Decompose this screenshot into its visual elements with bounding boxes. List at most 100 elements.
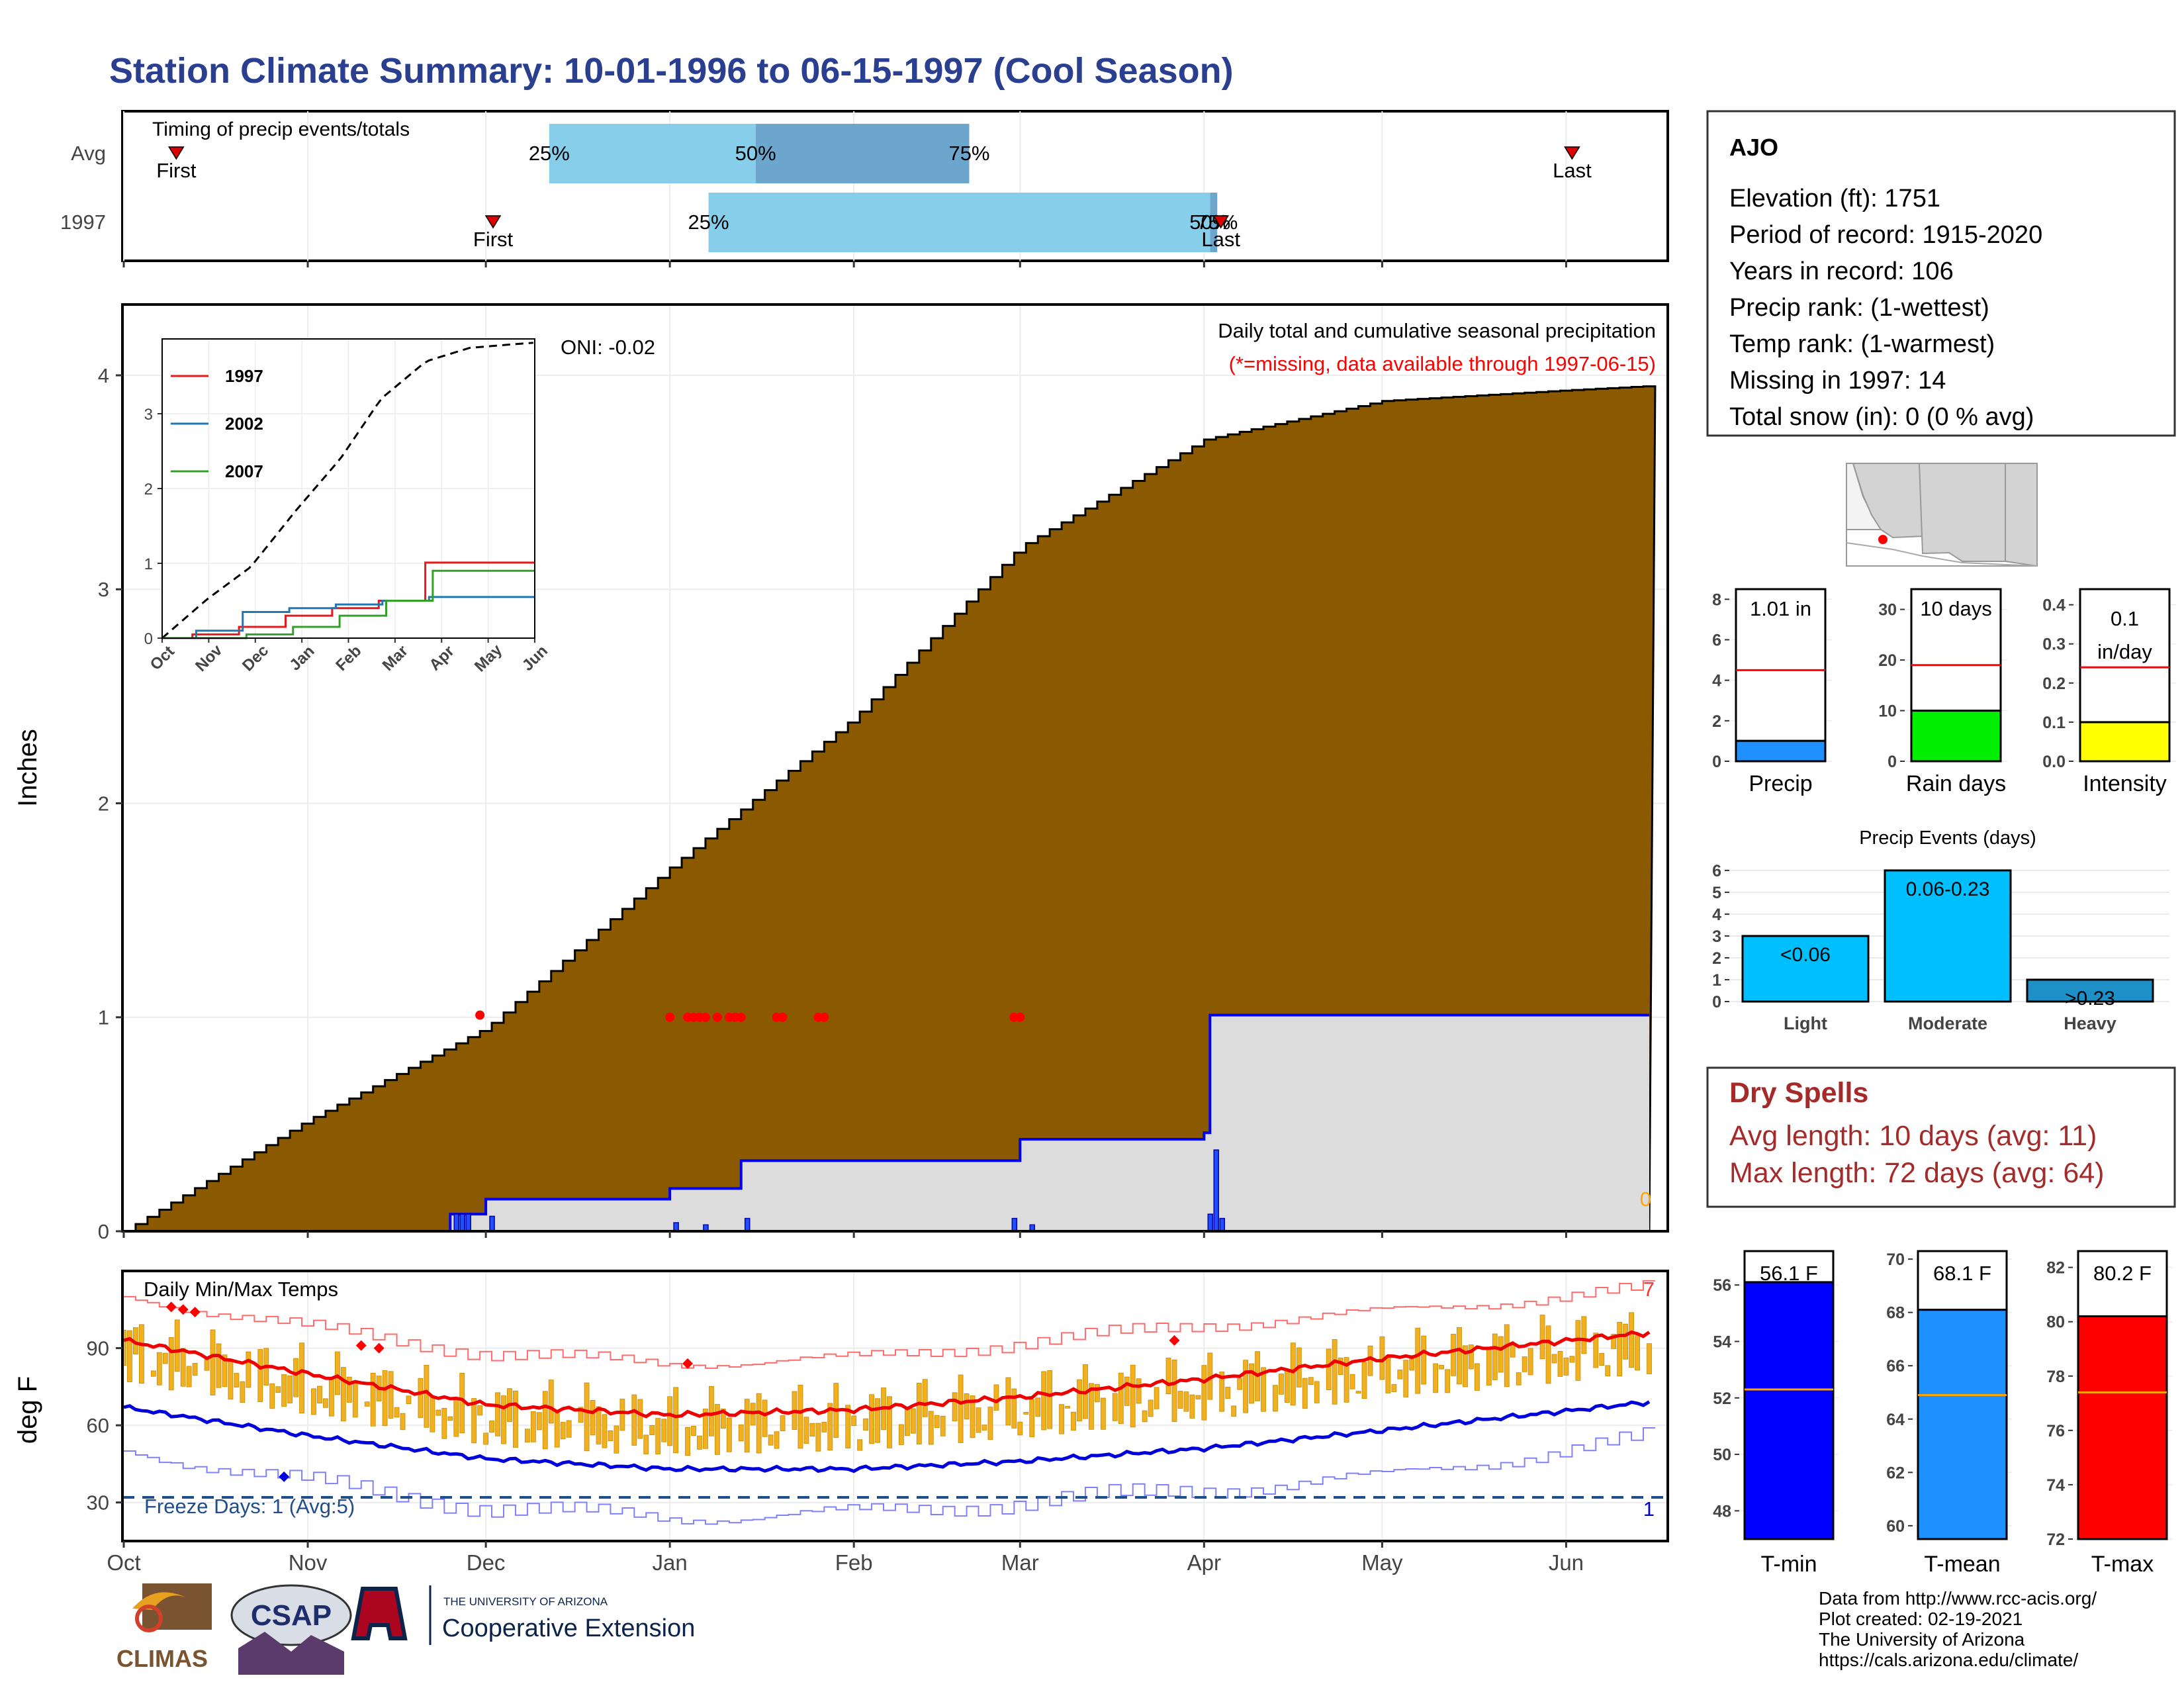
mini-bar-outline (1910, 588, 2002, 712)
footer-line: The University of Arizona (1819, 1629, 2025, 1650)
daily-temp-bar (697, 1435, 702, 1450)
month-tick-label: Jun (1549, 1550, 1584, 1575)
daily-temp-bar (1635, 1335, 1640, 1371)
timing-first-label: First (156, 159, 197, 182)
daily-temp-bar (1029, 1399, 1035, 1438)
temp-bar-y-tick-label: 70 (1886, 1250, 1905, 1269)
month-tick-label: Feb (835, 1550, 873, 1575)
daily-temp-bar (863, 1418, 869, 1430)
daily-temp-bar (1130, 1364, 1136, 1428)
daily-temp-bar (1463, 1345, 1468, 1387)
temp-y-tick-label: 30 (87, 1491, 109, 1515)
temp-summary-outline (1743, 1250, 1835, 1284)
timing-quartile-label: 50% (735, 142, 776, 165)
missing-marker (1015, 1012, 1025, 1022)
timing-quartile-label: 25% (529, 142, 570, 165)
missing-marker (475, 1010, 485, 1020)
daily-temp-bar (578, 1407, 584, 1423)
daily-temp-bar (1545, 1325, 1551, 1384)
daily-temp-bar (192, 1363, 198, 1376)
daily-temp-bar (1171, 1359, 1177, 1422)
daily-temp-bar (246, 1351, 251, 1388)
temp-bar-y-tick-label: 72 (2046, 1530, 2065, 1549)
inset-series-line-2002 (162, 596, 535, 639)
events-category-label: Heavy (2064, 1013, 2116, 1033)
daily-temp-bar (1243, 1360, 1249, 1413)
daily-temp-bar (1611, 1334, 1617, 1349)
precip-events-chart: Precip Events (days) 0 1 2 3 4 5 6 <0.06 Light 0.… (1712, 827, 2169, 1033)
precip-y-tick-label: 1 (98, 1006, 109, 1029)
temp-bar-y-tick-label: 66 (1886, 1357, 1905, 1376)
daily-temp-bar (275, 1386, 281, 1393)
daily-temp-bar (726, 1417, 732, 1452)
temp-summary-bar (2077, 1315, 2168, 1540)
precip-y-label: Inches (13, 729, 42, 807)
daily-temp-bar (471, 1398, 477, 1444)
daily-temp-bar (1409, 1355, 1415, 1371)
daily-temp-bar (548, 1380, 554, 1424)
dry-spells-box: Dry Spells Avg length: 10 days (avg: 11)… (1706, 1066, 2176, 1208)
daily-temp-bar (851, 1415, 857, 1427)
mini-y-tick-label: 10 (1878, 702, 1897, 721)
daily-temp-bar (691, 1425, 696, 1436)
missing-data-markers (475, 1010, 1025, 1022)
daily-temp-bar (501, 1395, 506, 1444)
timing-box-q25-q50 (549, 124, 756, 183)
daily-temp-bar (797, 1384, 803, 1449)
record-high-marker (355, 1340, 367, 1351)
precip-annotation: Daily total and cumulative seasonal prec… (1218, 319, 1656, 342)
daily-temp-bar (1557, 1350, 1563, 1377)
daily-temp-bar (536, 1412, 542, 1430)
daily-temp-bar (204, 1358, 210, 1371)
daily-temp-bar (922, 1379, 928, 1417)
daily-temp-bar (513, 1390, 518, 1448)
temp-bar-y-tick-label: 74 (2046, 1476, 2065, 1495)
daily-temp-bar (1148, 1399, 1154, 1417)
daily-temp-bar (780, 1415, 786, 1431)
record-low-marker (279, 1471, 290, 1482)
dry-spells-max: Max length: 72 days (avg: 64) (1729, 1157, 2104, 1189)
temp-bar-y-tick-label: 48 (1713, 1502, 1731, 1521)
daily-temp-bar (1047, 1370, 1053, 1429)
daily-temp-bar (424, 1364, 430, 1428)
daily-temp-bar (370, 1372, 376, 1427)
daily-temp-bar (1403, 1360, 1409, 1397)
daily-temp-bar (186, 1366, 192, 1387)
oni-label: ONI: -0.02 (561, 336, 655, 359)
daily-temp-bar (1261, 1367, 1266, 1412)
month-x-axis: Oct Nov Dec Jan Feb Mar Apr May Jun (107, 1231, 1584, 1575)
daily-temp-bar (299, 1342, 304, 1414)
record-high-marker (373, 1342, 385, 1354)
daily-temp-bar (637, 1399, 643, 1439)
precip-y-tick-label: 0 (98, 1220, 109, 1243)
ua-big-text: Cooperative Extension (442, 1615, 695, 1642)
daily-temp-bar (661, 1419, 667, 1442)
temp-bar-label: T-mean (1924, 1552, 2000, 1577)
daily-temp-bar (1183, 1391, 1189, 1412)
mini-bar-outline (2079, 588, 2171, 724)
footer-line: https://cals.arizona.edu/climate/ (1819, 1650, 2078, 1670)
temp-summary-bar (1743, 1281, 1835, 1540)
station-info-box: AJO Elevation (ft): 1751 Period of recor… (1706, 110, 2176, 437)
temp-bar-y-tick-label: 68 (1886, 1304, 1905, 1323)
daily-precip-bar (453, 1213, 460, 1232)
record-high-marker (165, 1301, 177, 1313)
daily-temp-bar (281, 1374, 287, 1407)
daily-temp-bar (174, 1319, 180, 1372)
events-bar-range-label: 0.06-0.23 (1906, 878, 1990, 900)
daily-temp-bar (655, 1418, 661, 1454)
daily-temp-bar (1308, 1377, 1314, 1385)
inset-y-tick-label: 0 (144, 630, 153, 648)
daily-temp-bar (293, 1358, 298, 1397)
daily-temp-bar (1361, 1362, 1367, 1399)
daily-temp-bar (714, 1404, 720, 1455)
daily-temp-bar (964, 1393, 970, 1420)
timing-last-label: Last (1553, 159, 1592, 182)
daily-temp-bar (1219, 1371, 1225, 1412)
inset-average-line (161, 342, 533, 639)
daily-temp-bar (1593, 1333, 1599, 1368)
mini-value-label: 0.1 (2111, 607, 2139, 630)
events-bars: 0 1 2 3 4 5 6 <0.06 Light 0.06-0.23 Moderate >0.23 H… (1712, 862, 2169, 1033)
